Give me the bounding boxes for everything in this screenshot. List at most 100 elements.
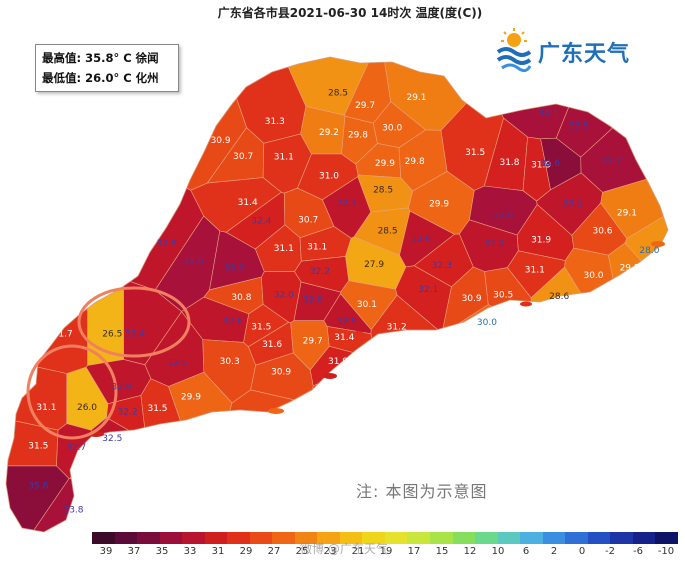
county-region	[322, 176, 372, 239]
colorbar-tick-label: 27	[267, 546, 281, 557]
temperature-label: 29.9	[375, 159, 395, 169]
colorbar-tick-label: 37	[127, 546, 141, 557]
temperature-label: 31.4	[238, 198, 258, 208]
min-value-line: 最低值: 26.0° C 化州	[42, 71, 159, 85]
colorbar-tick-label: 6	[522, 546, 530, 557]
county-region	[225, 191, 286, 250]
colorbar-swatch	[92, 532, 115, 544]
county-region	[323, 293, 372, 335]
temperature-label: 31.1	[274, 153, 294, 163]
colorbar-tick-label: 2	[550, 546, 558, 557]
station-temperature-labels: 28.529.729.131.329.2 29.830.030.930.7 31.1…	[28, 89, 659, 516]
temperature-label: 29.1	[406, 93, 426, 103]
temperature-label: 33.5	[569, 122, 589, 132]
temperature-label: 31.3	[265, 117, 285, 127]
temperature-label: 31.1	[525, 266, 545, 276]
temperature-label: 30.5	[84, 454, 104, 464]
temperature-label: 32.9	[337, 317, 357, 327]
colorbar-swatch	[520, 532, 543, 544]
max-value-line: 最高值: 35.8° C 徐闻	[42, 51, 159, 65]
county-region	[69, 438, 187, 526]
colorbar-tick-label: 23	[323, 546, 337, 557]
colorbar-swatch	[249, 532, 273, 544]
colorbar-swatch	[384, 532, 408, 544]
colorbar-tick-label: -2	[605, 546, 615, 557]
temperature-colorbar	[92, 532, 678, 544]
temperature-label: 31.9	[531, 235, 551, 245]
temperature-label: 32.6	[411, 234, 431, 244]
temperature-label: 31.5	[465, 148, 485, 158]
temperature-label: 32.8	[156, 239, 176, 249]
temperature-label: 34.1	[538, 109, 558, 119]
temperature-label: 30.1	[357, 300, 377, 310]
colorbar-swatch	[204, 532, 228, 544]
temperature-label: 31.1	[36, 403, 56, 413]
temperature-label: 31.5	[251, 322, 271, 332]
temperature-label: 30.0	[382, 123, 402, 133]
map-title: 广东省各市县2021-06-30 14时次 温度(度(C))	[217, 6, 483, 20]
colorbar-swatch	[655, 532, 678, 544]
temperature-label: 35.8	[28, 481, 48, 491]
temperature-label: 30.9	[260, 415, 280, 425]
colorbar-swatch	[182, 532, 205, 544]
colorbar-tick-label: 21	[351, 546, 365, 557]
colorbar-swatch	[632, 532, 656, 544]
guangdong-weather-logo: 广东天气	[492, 26, 662, 78]
temperature-label: 30.6	[592, 226, 612, 236]
temperature-label: 29.9	[429, 200, 449, 210]
temperature-label: 33.9	[224, 264, 244, 274]
colorbar-tick-label: -6	[633, 546, 643, 557]
temperature-label: 32.7	[337, 199, 357, 209]
colorbar-tick-label: 31	[211, 546, 225, 557]
temperature-label: 31.4	[334, 333, 354, 343]
county-region	[529, 266, 668, 532]
temperature-label: 32.6	[222, 317, 242, 327]
colorbar-tick-label: 12	[463, 546, 477, 557]
county-region	[469, 185, 538, 236]
colorbar-tick-label: 33	[183, 546, 197, 557]
colorbar-swatch	[407, 532, 430, 544]
temperature-label: 32.5	[102, 434, 122, 444]
county-region	[202, 57, 307, 144]
colorbar-swatch	[587, 532, 611, 544]
colorbar-swatch	[497, 532, 521, 544]
temperature-label: 30.8	[231, 293, 251, 303]
weibo-watermark: 微博 @广东天气	[300, 542, 388, 556]
colorbar-tick-label: 29	[239, 546, 253, 557]
temperature-label: 31.1	[274, 244, 294, 254]
temperature-label: 28.6	[549, 292, 569, 302]
temperature-label: 27.9	[364, 260, 384, 270]
temperature-label: 32.4	[251, 217, 271, 227]
temperature-label: 33.6	[184, 257, 204, 267]
schematic-note: 注: 本图为示意图	[356, 482, 488, 501]
temperature-label: 31.2	[338, 378, 358, 388]
colorbar-swatch	[452, 532, 476, 544]
temperature-label: 32.2	[310, 267, 330, 277]
temperature-label: 32.8	[303, 296, 323, 306]
temperature-label: 29.8	[348, 130, 368, 140]
colorbar-tick-label: 15	[435, 546, 449, 557]
temperature-label: 31.9	[328, 357, 348, 367]
temperature-label: 32.9	[111, 383, 131, 393]
extreme-values-box: 最高值: 35.8° C 徐闻 最低值: 26.0° C 化州	[35, 44, 179, 92]
temperature-label: 33.4	[125, 329, 145, 339]
temperature-label: 32.0	[274, 290, 294, 300]
temperature-label: 30.9	[462, 294, 482, 304]
temperature-label: 31.7	[53, 329, 73, 339]
temperature-label: 30.9	[271, 368, 291, 378]
colorbar-swatch	[317, 532, 340, 544]
county-region	[536, 172, 603, 236]
temperature-label: 33.8	[63, 505, 83, 515]
temperature-label: 28.5	[378, 226, 398, 236]
temperature-label: 33.1	[563, 200, 583, 210]
county-region	[6, 57, 247, 191]
temperature-label: 30.3	[220, 357, 240, 367]
sun-wave-icon	[496, 28, 532, 73]
temperature-label: 28.0	[639, 246, 659, 256]
temperature-label: 30.0	[583, 271, 603, 281]
temperature-label: 32.5	[167, 359, 187, 369]
temperature-label: 29.9	[181, 393, 201, 403]
colorbar-tick-label: -10	[657, 546, 675, 557]
